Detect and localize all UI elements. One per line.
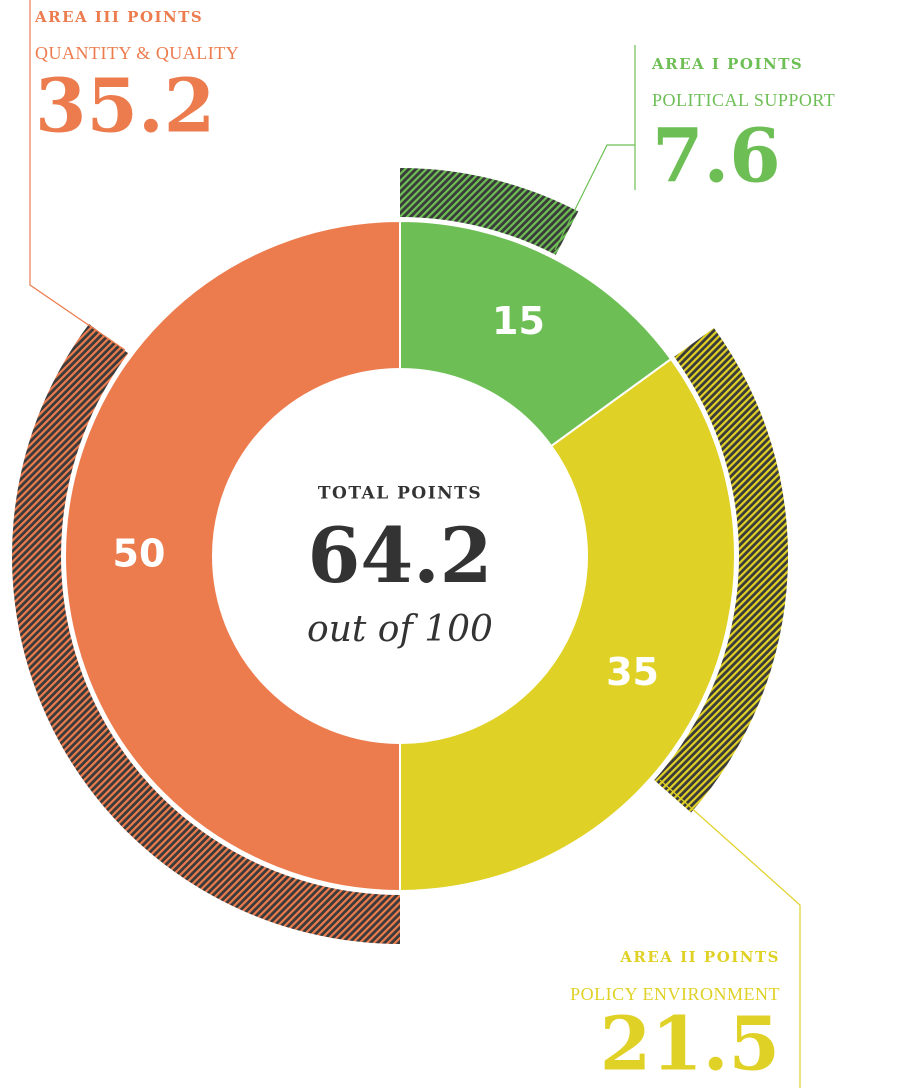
area-score: 35.2 [35, 64, 215, 150]
slice-label: 50 [113, 532, 166, 576]
leader-line [554, 45, 636, 251]
area-score: 21.5 [600, 1002, 780, 1088]
slice [399, 357, 737, 893]
center-title: TOTAL POINTS [318, 484, 482, 504]
leader-line [659, 779, 801, 1088]
slice [64, 219, 401, 893]
slice [399, 219, 673, 448]
area-subtitle: POLICY ENVIRONMENT [570, 984, 780, 1004]
area-score: 7.6 [652, 114, 781, 200]
score-arc [654, 327, 788, 813]
slice-label: 15 [492, 299, 545, 343]
area-subtitle: POLITICAL SUPPORT [652, 90, 835, 110]
leader-line [29, 0, 126, 351]
area-title: AREA III POINTS [34, 8, 203, 26]
area-title: AREA I POINTS [651, 55, 803, 73]
center-subtitle: out of 100 [307, 609, 493, 650]
score-arc [11, 324, 401, 944]
center-value: 64.2 [307, 511, 492, 600]
area-title: AREA II POINTS [619, 948, 780, 966]
score-arc [400, 168, 579, 255]
slice-label: 35 [606, 650, 659, 694]
area-subtitle: QUANTITY & QUALITY [35, 43, 239, 63]
